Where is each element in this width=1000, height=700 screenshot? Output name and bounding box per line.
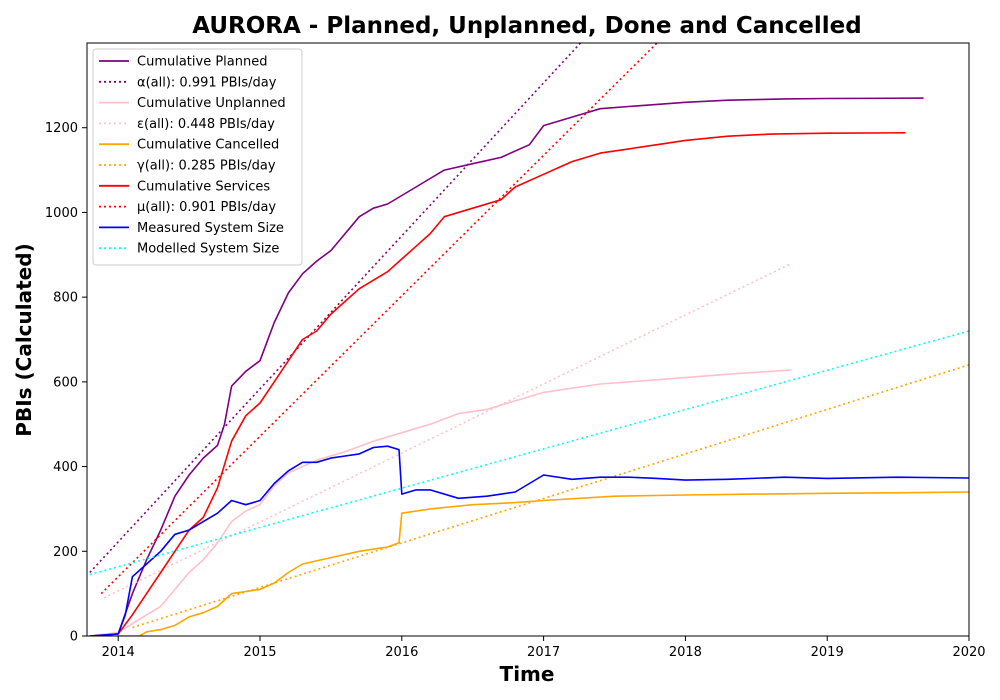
y-axis-label: PBIs (Calculated) xyxy=(12,243,36,436)
y-tick-label: 1200 xyxy=(45,121,78,136)
x-axis: 2014 2015 2016 2017 2018 2019 2020 xyxy=(102,636,986,660)
legend-label: μ(all): 0.901 PBIs/day xyxy=(137,200,276,215)
series-line-0 xyxy=(89,97,924,636)
series-line-5 xyxy=(132,364,969,629)
series-line-8 xyxy=(89,445,969,636)
legend-label: Cumulative Services xyxy=(137,179,270,194)
x-tick-label: 2020 xyxy=(952,645,985,660)
legend-box xyxy=(92,48,303,266)
legend-label: Cumulative Cancelled xyxy=(137,138,279,153)
y-tick-label: 200 xyxy=(53,545,78,560)
x-tick-label: 2015 xyxy=(243,645,276,660)
series-line-7 xyxy=(100,43,658,595)
x-tick-label: 2014 xyxy=(102,645,135,660)
series-line-1 xyxy=(89,43,582,574)
x-axis-label: Time xyxy=(500,662,555,686)
legend-label: Cumulative Unplanned xyxy=(137,96,286,111)
legend-label: Cumulative Planned xyxy=(137,55,267,70)
y-tick-label: 1000 xyxy=(45,206,78,221)
chart-title: AURORA - Planned, Unplanned, Done and Ca… xyxy=(192,13,861,39)
y-tick-label: 800 xyxy=(53,291,78,306)
legend-label: γ(all): 0.285 PBIs/day xyxy=(137,159,276,174)
legend-label: Modelled System Size xyxy=(137,242,279,257)
series-line-4 xyxy=(89,491,969,636)
series-line-2 xyxy=(89,369,792,636)
plot-area-frame xyxy=(86,42,970,637)
x-tick-label: 2016 xyxy=(385,645,418,660)
x-tick-label: 2018 xyxy=(669,645,702,660)
series-line-9 xyxy=(89,330,969,576)
x-tick-label: 2019 xyxy=(811,645,844,660)
legend-label: Measured System Size xyxy=(137,221,284,236)
legend: Cumulative Planned α(all): 0.991 PBIs/day… xyxy=(92,48,303,266)
series-line-3 xyxy=(103,262,793,599)
y-tick-label: 600 xyxy=(53,375,78,390)
y-axis: 0 200 400 600 800 1000 1200 xyxy=(45,121,87,645)
legend-label: ε(all): 0.448 PBIs/day xyxy=(137,117,275,132)
x-tick-label: 2017 xyxy=(527,645,560,660)
y-tick-label: 0 xyxy=(70,630,78,645)
legend-label: α(all): 0.991 PBIs/day xyxy=(137,75,277,90)
series-layer xyxy=(89,43,969,636)
y-tick-label: 400 xyxy=(53,460,78,475)
